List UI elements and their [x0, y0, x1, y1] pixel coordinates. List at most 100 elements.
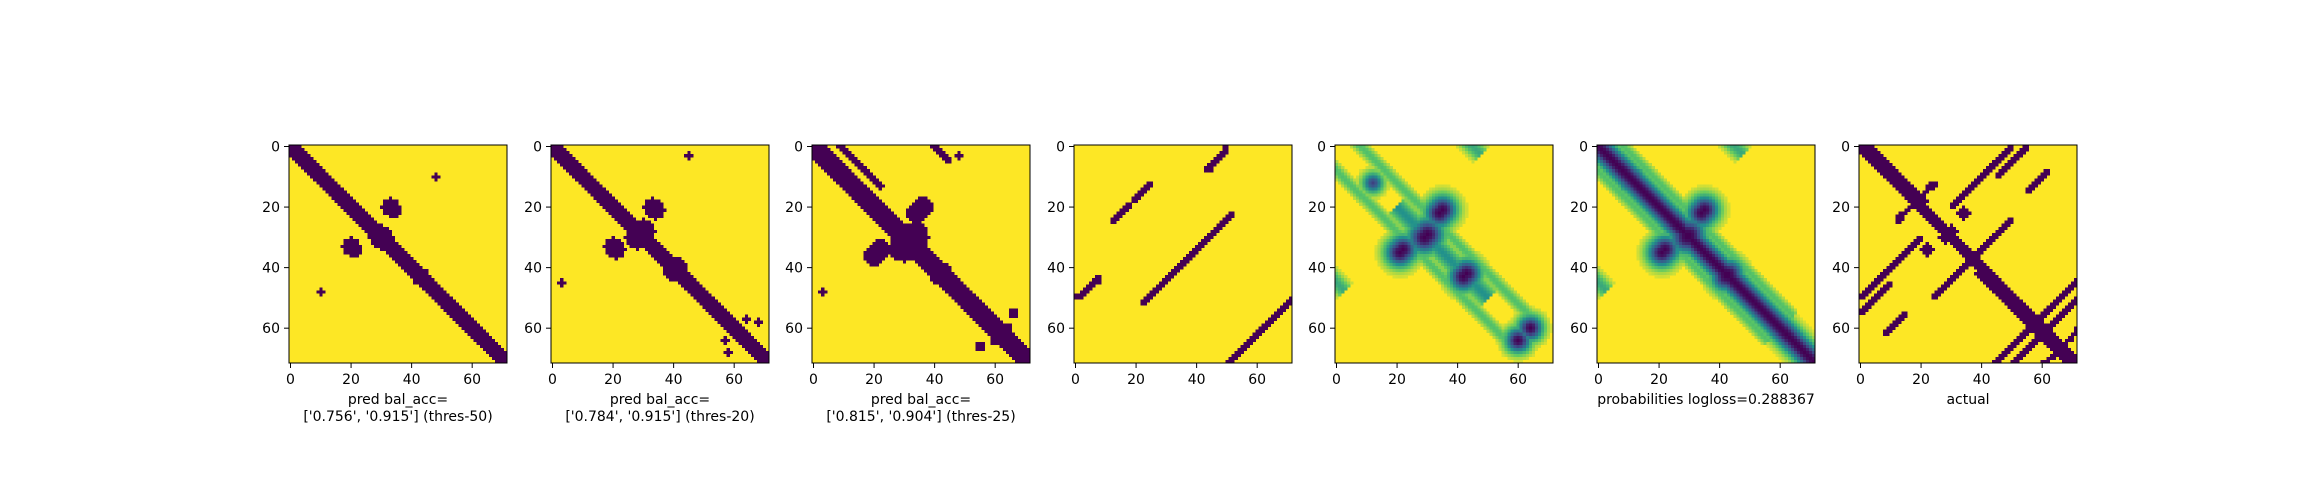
- heatmap-cell: [1715, 193, 1719, 197]
- heatmap-cell: [1459, 263, 1463, 267]
- heatmap-cell: [1143, 190, 1147, 194]
- heatmap-cell: [954, 290, 958, 294]
- heatmap-cell: [933, 281, 937, 285]
- heatmap-cell: [1522, 299, 1526, 303]
- heatmap-cell: [1510, 323, 1514, 327]
- heatmap-cell: [1627, 160, 1631, 164]
- heatmap-cell: [1389, 241, 1393, 246]
- heatmap-cell: [1011, 344, 1016, 349]
- heatmap-cell: [917, 241, 922, 246]
- heatmap-cell: [1440, 235, 1445, 240]
- heatmap-cell: [482, 338, 487, 343]
- heatmap-cell: [479, 326, 484, 330]
- heatmap-cell: [1383, 184, 1387, 188]
- heatmap-cell: [355, 241, 359, 246]
- heatmap-cell: [669, 272, 673, 276]
- heatmap-cell: [1471, 293, 1475, 297]
- heatmap-cell: [872, 214, 876, 218]
- heatmap-cell: [394, 211, 399, 215]
- heatmap-cell: [358, 217, 362, 221]
- heatmap-cell: [890, 232, 894, 237]
- heatmap-cell: [902, 257, 907, 261]
- heatmap-cell: [939, 278, 943, 282]
- heatmap-cell: [759, 344, 764, 349]
- heatmap-cell: [1383, 172, 1387, 176]
- heatmap-cell: [1131, 199, 1135, 203]
- heatmap-cell: [1158, 287, 1163, 291]
- heatmap-cell: [563, 154, 567, 158]
- heatmap-cell: [1440, 220, 1445, 224]
- heatmap-cell: [905, 229, 910, 234]
- heatmap-cell: [1618, 169, 1622, 173]
- heatmap-cell: [1471, 314, 1475, 318]
- heatmap-cell: [1083, 293, 1087, 297]
- heatmap-cell: [924, 208, 928, 212]
- heatmap-cell: [1431, 238, 1436, 243]
- heatmap-cell: [337, 190, 341, 194]
- heatmap-cell: [1633, 160, 1637, 164]
- heatmap-cell: [1413, 247, 1417, 252]
- heatmap-cell: [893, 223, 898, 227]
- heatmap-cell: [1663, 235, 1667, 240]
- heatmap-cell: [1630, 187, 1634, 191]
- heatmap-cell: [866, 169, 870, 173]
- heatmap-cell: [818, 145, 822, 149]
- heatmap-cell: [614, 217, 618, 221]
- heatmap-cell: [1606, 175, 1610, 179]
- heatmap-cell: [1687, 229, 1692, 234]
- heatmap-cell: [1219, 157, 1223, 161]
- x-tick-label: 40: [1188, 372, 1206, 388]
- heatmap-cell: [1116, 211, 1120, 215]
- heatmap-cell: [869, 263, 873, 267]
- heatmap-cell: [951, 284, 955, 288]
- heatmap-cell: [1648, 214, 1652, 218]
- heatmap-cell: [1507, 329, 1511, 333]
- heatmap-cell: [1486, 296, 1490, 300]
- heatmap-cell: [917, 235, 922, 240]
- heatmap-cell: [346, 247, 350, 252]
- heatmap-cell: [848, 193, 852, 197]
- heatmap-cell: [401, 250, 405, 255]
- heatmap-cell: [1597, 157, 1601, 161]
- heatmap-cell: [1612, 151, 1616, 155]
- heatmap-cell: [1642, 199, 1646, 203]
- heatmap-cell: [848, 172, 852, 176]
- heatmap-cell: [815, 157, 819, 161]
- heatmap-cell: [1389, 166, 1393, 170]
- heatmap-cell: [1335, 160, 1339, 164]
- heatmap-cell: [866, 205, 870, 209]
- heatmap-cell: [1618, 151, 1622, 155]
- heatmap-cell: [1495, 287, 1499, 291]
- heatmap-cell: [972, 299, 976, 303]
- heatmap-cell: [1143, 296, 1147, 300]
- heatmap-cell: [948, 266, 952, 270]
- heatmap-cell: [1739, 154, 1743, 158]
- heatmap-cell: [1627, 205, 1631, 209]
- heatmap-cell: [1498, 275, 1502, 279]
- heatmap-cell: [866, 260, 870, 264]
- heatmap-cell: [1489, 329, 1493, 333]
- heatmap-cell: [1392, 235, 1396, 240]
- heatmap-cell: [1639, 220, 1643, 224]
- heatmap-cell: [1709, 184, 1713, 188]
- heatmap-cell: [1681, 232, 1686, 237]
- heatmap-cell: [467, 323, 471, 327]
- heatmap-cell: [1425, 190, 1430, 194]
- heatmap-cell: [1459, 211, 1463, 215]
- heatmap-cell: [1020, 344, 1025, 349]
- heatmap-cell: [611, 205, 615, 209]
- heatmap-cell: [1362, 181, 1366, 185]
- heatmap-cell: [1633, 202, 1637, 206]
- heatmap-cell: [851, 178, 855, 182]
- heatmap-cell: [678, 275, 682, 279]
- heatmap-cell: [957, 157, 961, 161]
- heatmap-cell: [1119, 208, 1123, 212]
- heatmap-cell: [1440, 214, 1445, 218]
- heatmap-cell: [732, 317, 736, 321]
- heatmap-cell: [1706, 187, 1710, 191]
- heatmap-cell: [1270, 314, 1275, 318]
- heatmap-cell: [581, 175, 585, 179]
- heatmap-cell: [1724, 208, 1728, 212]
- heatmap-cell: [899, 244, 904, 249]
- heatmap-cell: [1462, 266, 1466, 270]
